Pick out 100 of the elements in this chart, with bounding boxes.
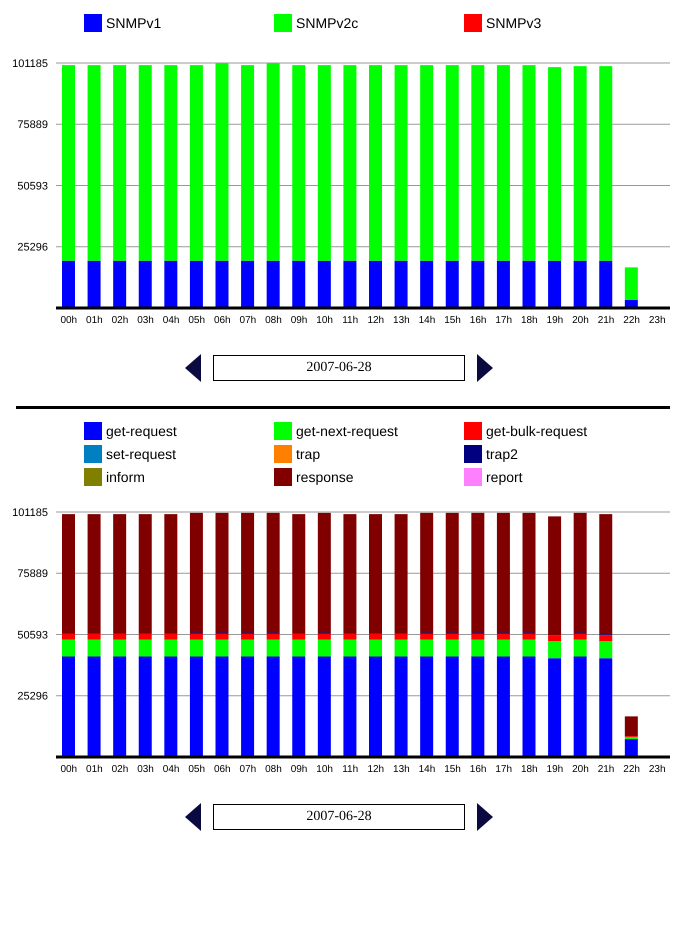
x-tick-label: 13h xyxy=(393,764,410,776)
x-tick-label: 15h xyxy=(444,315,461,326)
y-tick-label: 101185 xyxy=(12,506,48,519)
bar xyxy=(266,634,280,640)
x-tick-label: 12h xyxy=(367,315,384,326)
x-tick-label: 16h xyxy=(470,764,486,776)
bar xyxy=(548,260,562,308)
bar xyxy=(496,634,510,640)
bar xyxy=(369,656,382,757)
bar xyxy=(190,65,203,261)
legend-label: trap2 xyxy=(486,446,518,462)
bar xyxy=(113,260,126,308)
y-tick-label: 101185 xyxy=(12,58,48,70)
x-tick-label: 01h xyxy=(86,764,103,776)
bar xyxy=(292,634,306,640)
bar xyxy=(446,640,459,657)
bar xyxy=(138,634,152,640)
bar xyxy=(138,656,152,757)
bar xyxy=(164,260,178,308)
bar xyxy=(574,640,587,657)
legend-label: get-next-request xyxy=(296,422,398,439)
bar xyxy=(88,656,101,757)
x-tick-label: 09h xyxy=(290,764,308,776)
bar xyxy=(574,634,587,640)
y-tick-label: 75889 xyxy=(17,568,48,580)
x-tick-label: 08h xyxy=(265,315,282,326)
bar xyxy=(216,512,228,633)
bar xyxy=(624,267,638,300)
x-tick-label: 00h xyxy=(60,764,78,776)
bar xyxy=(190,656,203,757)
bar xyxy=(190,640,203,657)
bar xyxy=(574,66,587,261)
bar xyxy=(471,656,484,757)
x-tick-label: 04h xyxy=(162,764,180,776)
x-tick-label: 06h xyxy=(214,764,231,776)
bar xyxy=(164,514,178,634)
bar xyxy=(599,641,612,658)
legend-label: get-bulk-request xyxy=(486,422,588,439)
x-tick-label: 22h xyxy=(623,764,640,776)
bar xyxy=(369,260,382,308)
x-tick-label: 20h xyxy=(572,764,589,776)
text: 2007-06-28 xyxy=(306,809,372,825)
x-tick-label: 03h xyxy=(137,764,154,776)
bar xyxy=(113,514,126,634)
bar xyxy=(292,514,306,634)
bar xyxy=(88,65,101,261)
bar xyxy=(292,640,306,657)
legend-label: SNMPv3 xyxy=(486,15,542,31)
bar xyxy=(241,65,254,261)
bar xyxy=(266,512,280,633)
legend-label: report xyxy=(486,469,523,486)
bar xyxy=(446,260,459,308)
bar xyxy=(190,512,203,633)
bar xyxy=(420,512,434,633)
bar xyxy=(599,66,612,261)
x-tick-label: 17h xyxy=(495,315,512,326)
x-tick-label: 21h xyxy=(598,764,614,776)
x-tick-label: 07h xyxy=(240,764,256,776)
x-tick-label: 05h xyxy=(188,315,206,326)
bar xyxy=(369,640,382,657)
bar xyxy=(318,634,331,640)
bar xyxy=(318,640,331,657)
bar xyxy=(496,512,510,633)
bar xyxy=(496,260,510,308)
bar xyxy=(292,656,306,757)
x-tick-label: 12h xyxy=(367,764,384,776)
bar xyxy=(113,65,126,261)
bar xyxy=(548,658,562,757)
bar xyxy=(599,514,612,634)
x-tick-label: 10h xyxy=(316,764,333,776)
bar xyxy=(522,512,536,633)
bar xyxy=(343,634,356,640)
bar xyxy=(446,65,459,261)
legend-label: trap xyxy=(296,446,320,462)
bar xyxy=(548,635,562,642)
bar xyxy=(369,634,382,640)
x-tick-label: 08h xyxy=(265,764,282,776)
legend-label: SNMPv1 xyxy=(106,15,162,31)
bar xyxy=(420,656,434,757)
legend-label: get-request xyxy=(106,422,177,439)
bar xyxy=(548,67,562,261)
bar xyxy=(599,635,612,642)
bar xyxy=(522,260,536,308)
bar xyxy=(446,512,459,633)
bar xyxy=(138,514,152,634)
bar xyxy=(420,640,434,657)
x-tick-label: 02h xyxy=(112,315,128,326)
bar xyxy=(138,260,152,308)
x-tick-label: 23h xyxy=(648,315,666,326)
bar xyxy=(241,260,254,308)
x-tick-label: 05h xyxy=(188,764,206,776)
bar xyxy=(446,656,459,757)
bar xyxy=(62,65,75,261)
bar xyxy=(522,634,536,640)
bar xyxy=(369,514,382,634)
y-tick-label: 50593 xyxy=(17,629,48,642)
x-tick-label: 02h xyxy=(112,764,128,776)
bar xyxy=(471,512,484,633)
bar xyxy=(62,260,75,308)
bar xyxy=(113,640,126,657)
